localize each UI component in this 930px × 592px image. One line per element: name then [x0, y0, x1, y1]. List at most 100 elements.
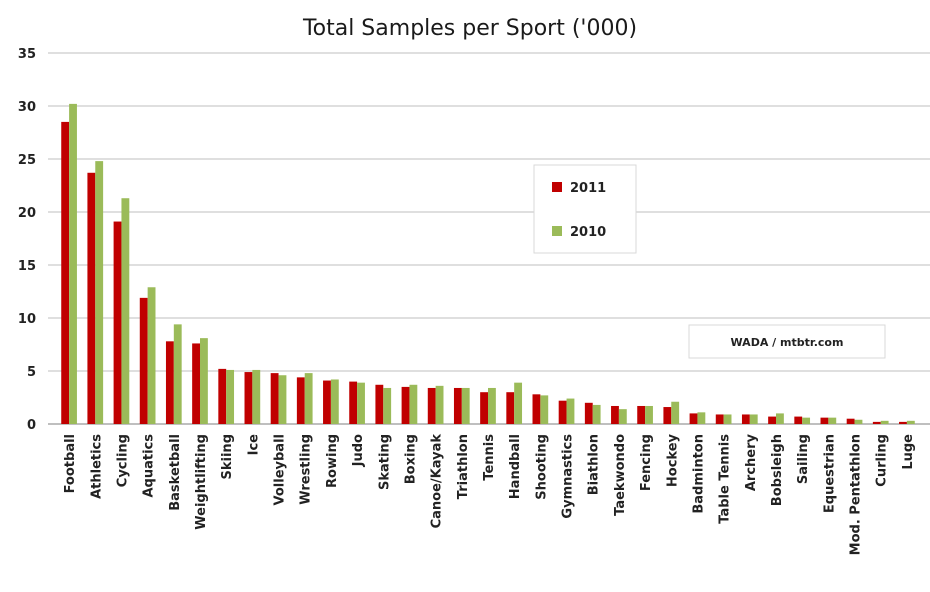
x-category-label: Athletics [89, 434, 104, 499]
chart-title: Total Samples per Sport ('000) [302, 16, 637, 41]
bar-2011-aquatics [139, 297, 148, 424]
bar-2011-weightlifting [192, 343, 200, 424]
bar-2011-shooting [532, 394, 541, 424]
x-category-label: Equestrian [822, 434, 837, 513]
bar-2010-tennis [488, 387, 496, 424]
bar-2011-rowing [323, 380, 331, 424]
bar-2010-curling [880, 420, 889, 424]
x-category-label: Aquatics [142, 434, 157, 498]
bar-2010-rowing [330, 379, 339, 424]
bar-2011-hockey [663, 407, 672, 424]
bar-2011-basketball [165, 341, 174, 424]
y-axis-ticks: 0 5 10 15 20 25 30 35 [18, 47, 36, 433]
x-category-label: Table Tennis [718, 434, 733, 524]
bar-2010-taekwondo [618, 409, 627, 424]
bar-2010-handball [514, 382, 523, 424]
bar-2011-mod-pentathlon [846, 418, 855, 424]
bar-2011-wrestling [296, 377, 305, 424]
x-category-label: Boxing [403, 434, 418, 484]
bar-2011-boxing [401, 386, 410, 424]
source-label: WADA / mtbtr.com [731, 336, 844, 349]
x-category-label: Curling [875, 434, 890, 487]
bar-2010-table-tennis [723, 414, 732, 424]
bar-2011-judo [349, 381, 358, 424]
bar-2011-curling [872, 421, 881, 424]
x-category-label: Tennis [482, 434, 497, 481]
bar-2010-hockey [671, 401, 680, 424]
bar-2010-cycling [121, 198, 130, 424]
bar-2010-sailing [802, 417, 811, 424]
y-tick-label: 25 [18, 153, 36, 168]
legend-swatch-2011 [552, 182, 562, 192]
y-tick-label: 30 [18, 100, 36, 115]
bars [61, 103, 915, 425]
bar-2010-weightlifting [200, 338, 208, 424]
legend-label-2010: 2010 [570, 225, 606, 240]
x-category-label: Mod. Pentathlon [849, 434, 864, 555]
bar-2011-luge [899, 421, 907, 424]
legend-swatch-2010 [552, 226, 562, 236]
x-category-label: Shooting [534, 434, 549, 500]
x-category-label: Volleyball [273, 434, 288, 505]
bar-2011-fencing [637, 405, 646, 424]
bar-2010-football [69, 103, 77, 424]
bar-2010-judo [357, 382, 365, 424]
x-category-label: Bobsleigh [770, 434, 785, 506]
bar-2010-volleyball [278, 375, 287, 424]
bar-2011-sailing [794, 416, 803, 424]
bar-2011-equestrian [820, 417, 829, 424]
x-category-label: Canoe/Kayak [430, 434, 445, 529]
legend-label-2011: 2011 [570, 181, 606, 196]
bar-2010-equestrian [828, 417, 837, 424]
x-category-label: Badminton [691, 434, 706, 514]
bar-2011-tennis [480, 392, 488, 424]
legend-box [533, 164, 637, 254]
bar-2010-luge [906, 420, 915, 424]
bar-2010-aquatics [147, 287, 156, 424]
bar-2011-ice [244, 372, 253, 424]
bar-2010-athletics [95, 161, 104, 424]
bar-2010-wrestling [304, 373, 313, 424]
x-category-label: Gymnastics [561, 434, 576, 519]
bar-2011-triathlon [453, 387, 462, 424]
bar-2010-gymnastics [566, 398, 575, 424]
bar-2010-triathlon [461, 387, 470, 424]
x-category-label: Basketball [168, 434, 183, 511]
x-category-label: Rowing [325, 434, 340, 488]
bar-2010-skating [383, 387, 392, 424]
bar-2010-badminton [697, 412, 706, 424]
y-tick-label: 5 [27, 365, 36, 380]
x-category-label: Ice [246, 434, 261, 456]
x-category-label: Cycling [115, 434, 130, 487]
x-category-label: Fencing [639, 434, 654, 491]
x-category-label: Biathlon [587, 434, 602, 495]
bar-2011-badminton [689, 413, 698, 424]
bar-2010-biathlon [592, 404, 601, 424]
x-category-label: Hockey [665, 433, 680, 487]
source-annotation: WADA / mtbtr.com [688, 324, 886, 359]
x-category-label: Skiing [220, 434, 235, 479]
bar-2011-football [61, 121, 70, 425]
bar-2011-volleyball [270, 373, 279, 424]
bar-2010-mod-pentathlon [854, 419, 863, 424]
bar-2011-athletics [87, 172, 96, 424]
x-category-label: Handball [508, 434, 523, 499]
bar-2010-fencing [645, 405, 653, 424]
bar-2011-skiing [218, 368, 227, 424]
bar-2011-table-tennis [715, 414, 724, 424]
x-category-label: Triathlon [456, 434, 471, 499]
x-category-label: Weightlifting [194, 434, 209, 530]
y-tick-label: 0 [27, 418, 36, 433]
bar-2011-cycling [113, 221, 122, 424]
bar-2010-basketball [173, 324, 182, 424]
x-category-label: Taekwondo [613, 434, 628, 516]
source-box-border [688, 324, 886, 359]
bar-2011-handball [506, 392, 515, 424]
bar-2011-taekwondo [611, 405, 619, 424]
bar-2011-skating [375, 384, 384, 424]
legend: 2011 2010 [533, 164, 637, 254]
x-category-label: Archery [744, 433, 759, 491]
x-category-label: Luge [901, 434, 916, 470]
